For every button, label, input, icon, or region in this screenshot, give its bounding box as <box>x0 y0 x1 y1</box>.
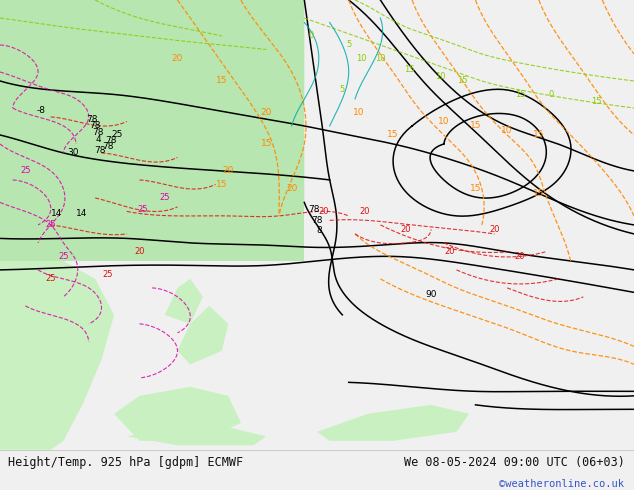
Text: 14: 14 <box>75 209 87 218</box>
Text: 15: 15 <box>216 180 228 189</box>
Text: 20: 20 <box>286 184 297 194</box>
Text: Height/Temp. 925 hPa [gdpm] ECMWF: Height/Temp. 925 hPa [gdpm] ECMWF <box>8 456 243 469</box>
Text: 5: 5 <box>340 85 345 95</box>
Text: 15: 15 <box>470 184 481 194</box>
Text: ©weatheronline.co.uk: ©weatheronline.co.uk <box>500 479 624 489</box>
Text: 15: 15 <box>458 76 468 85</box>
Text: 78: 78 <box>93 128 104 137</box>
Polygon shape <box>114 387 241 441</box>
Text: 20: 20 <box>515 252 525 261</box>
Text: 25: 25 <box>46 274 56 283</box>
Text: 10: 10 <box>356 54 366 63</box>
Text: 90: 90 <box>425 290 437 299</box>
Text: 15: 15 <box>470 122 481 130</box>
Polygon shape <box>165 279 203 324</box>
Text: 20: 20 <box>401 225 411 234</box>
FancyBboxPatch shape <box>0 0 304 261</box>
Text: 15: 15 <box>533 189 545 198</box>
Text: 20: 20 <box>489 225 500 234</box>
Text: 8: 8 <box>316 226 323 235</box>
Text: 4: 4 <box>96 135 101 144</box>
Text: 15: 15 <box>216 76 228 85</box>
Text: 78: 78 <box>94 146 106 155</box>
Text: 15: 15 <box>515 90 525 99</box>
Text: 20: 20 <box>359 207 370 216</box>
Polygon shape <box>178 306 228 365</box>
Polygon shape <box>317 405 469 441</box>
Text: 25: 25 <box>138 205 148 214</box>
Text: 15: 15 <box>591 97 601 106</box>
Text: We 08-05-2024 09:00 UTC (06+03): We 08-05-2024 09:00 UTC (06+03) <box>404 456 624 469</box>
Text: 25: 25 <box>58 252 68 261</box>
Text: -8: -8 <box>37 106 46 115</box>
Text: 30: 30 <box>67 148 79 157</box>
Text: 10: 10 <box>353 108 364 117</box>
Text: 78: 78 <box>102 142 113 151</box>
Text: 15: 15 <box>404 65 414 74</box>
Text: 20: 20 <box>134 247 145 256</box>
Text: 10: 10 <box>501 126 513 135</box>
Text: 20: 20 <box>318 207 328 216</box>
Text: 25: 25 <box>20 167 30 175</box>
Text: 10: 10 <box>436 72 446 81</box>
Text: 78: 78 <box>308 205 320 214</box>
Text: 14: 14 <box>51 209 63 218</box>
Text: 20: 20 <box>261 108 272 117</box>
Text: 25: 25 <box>112 130 123 140</box>
Polygon shape <box>0 0 304 261</box>
Text: 5: 5 <box>346 41 351 49</box>
Text: 78: 78 <box>311 216 323 225</box>
Text: 15: 15 <box>533 130 545 140</box>
Text: 78: 78 <box>86 115 98 123</box>
Text: 20: 20 <box>172 54 183 63</box>
Text: 20: 20 <box>223 167 234 175</box>
Text: 25: 25 <box>46 220 56 229</box>
Polygon shape <box>127 427 266 445</box>
Text: 0: 0 <box>549 90 554 99</box>
Text: 20: 20 <box>445 247 455 256</box>
Text: 15: 15 <box>387 130 399 140</box>
Text: 10: 10 <box>438 117 450 126</box>
Text: 0: 0 <box>308 31 313 41</box>
Text: 25: 25 <box>103 270 113 279</box>
Text: 15: 15 <box>261 140 272 148</box>
Text: 78: 78 <box>105 136 117 145</box>
Text: 78: 78 <box>89 122 101 130</box>
Text: 10: 10 <box>375 54 385 63</box>
Polygon shape <box>0 261 114 450</box>
Text: 25: 25 <box>160 194 170 202</box>
